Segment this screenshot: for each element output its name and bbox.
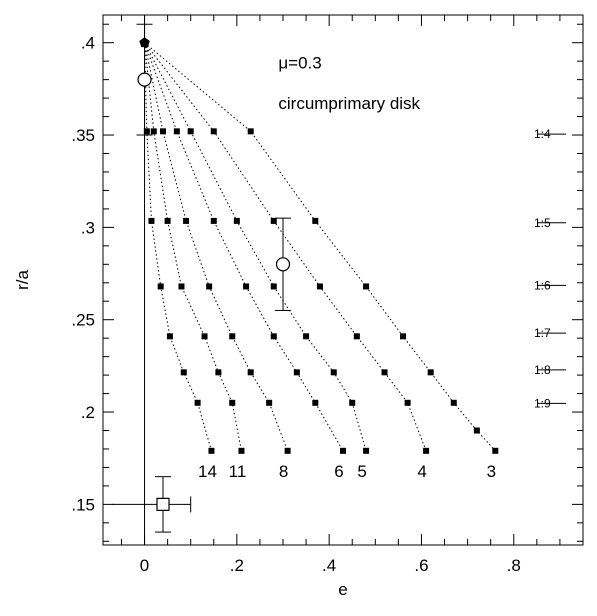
- data-point: [243, 283, 250, 290]
- y-tick-label: .35: [71, 126, 95, 145]
- series-labels: 3 4 56 8 11 14: [198, 462, 496, 481]
- plot-frame: [102, 14, 584, 546]
- resonance-markers: 1:4 1:5 1:6 1:7 1:8 1:9: [534, 127, 566, 410]
- y-axis-title: r/a: [13, 270, 32, 290]
- plot-area: 0 .2 .4 .6 .8 .15 .2 .25 .3 .35 .4 1:4 1:5 1:6 1:7 1:8…: [71, 14, 584, 575]
- data-point: [208, 447, 215, 454]
- data-point: [349, 399, 356, 406]
- y-tick-label: .15: [71, 495, 95, 514]
- x-tick-label: .4: [322, 556, 336, 575]
- annotation-disk: circumprimary disk: [278, 94, 420, 113]
- data-point: [270, 333, 277, 340]
- data-point: [183, 217, 190, 224]
- error-point-square: [156, 497, 170, 511]
- x-tick-label: 0: [140, 556, 149, 575]
- data-point: [450, 399, 457, 406]
- data-point: [164, 217, 171, 224]
- data-point: [201, 333, 208, 340]
- y-tick-label: .3: [81, 218, 95, 237]
- error-points: [112, 23, 291, 533]
- resonance-label: 1:8: [534, 363, 551, 377]
- series-line-8: [144, 42, 289, 451]
- series-line-6: [144, 42, 344, 452]
- data-point: [187, 128, 194, 135]
- x-tick-label: .8: [507, 556, 521, 575]
- series-line-14: [144, 42, 212, 451]
- y-tick-label: .25: [71, 311, 95, 330]
- resonance-label: 1:7: [534, 326, 551, 340]
- error-point-circle: [275, 257, 291, 272]
- data-point: [270, 217, 277, 224]
- resonance-label: 1:4: [534, 127, 551, 141]
- series-label: 5: [357, 462, 366, 481]
- series-label: 14: [198, 462, 217, 481]
- data-point: [400, 333, 406, 340]
- data-point: [206, 283, 213, 290]
- data-point: [173, 128, 180, 135]
- data-point: [270, 283, 277, 290]
- series-line-11: [144, 42, 242, 451]
- tick-labels: 0 .2 .4 .6 .8 .15 .2 .25 .3 .35 .4: [71, 34, 521, 575]
- data-point: [427, 369, 434, 376]
- series-label: 6: [334, 462, 343, 481]
- data-point: [312, 399, 319, 406]
- data-point: [316, 283, 323, 290]
- data-point: [210, 128, 217, 135]
- data-point: [194, 399, 201, 406]
- data-point: [284, 447, 291, 454]
- data-point: [229, 333, 236, 340]
- x-axis-title: e: [338, 580, 347, 599]
- error-point-circle: [137, 72, 152, 87]
- data-point: [381, 369, 388, 376]
- data-point: [238, 447, 245, 454]
- data-point: [303, 333, 310, 340]
- data-point: [363, 283, 370, 290]
- data-point: [150, 128, 157, 135]
- data-point: [180, 369, 187, 376]
- data-point: [247, 128, 254, 135]
- data-point: [293, 369, 300, 376]
- data-point: [143, 128, 150, 135]
- data-point: [492, 447, 499, 454]
- series-label: 8: [279, 462, 288, 481]
- data-point: [330, 369, 337, 376]
- series-line-3: [144, 42, 496, 452]
- y-tick-label: .4: [81, 34, 95, 53]
- data-point: [423, 447, 430, 454]
- data-point: [148, 217, 155, 224]
- series-line-5: [144, 42, 367, 451]
- data-point: [160, 128, 166, 135]
- data-point: [229, 399, 236, 406]
- data-point: [266, 399, 273, 406]
- series-label: 4: [417, 462, 426, 481]
- data-point: [340, 447, 346, 454]
- y-tick-label: .2: [81, 403, 95, 422]
- data-point: [247, 369, 254, 376]
- resonance-label: 1:5: [534, 216, 551, 230]
- resonance-label: 1:9: [534, 396, 551, 410]
- data-point: [473, 427, 480, 434]
- data-point: [353, 333, 360, 340]
- series-label: 3: [487, 462, 496, 481]
- data-point: [178, 283, 185, 290]
- series-points: [139, 37, 499, 454]
- data-point: [312, 217, 319, 224]
- x-tick-label: .2: [230, 556, 244, 575]
- annotation-mu: μ=0.3: [278, 54, 321, 73]
- resonance-label: 1:6: [534, 278, 551, 292]
- data-point: [363, 447, 370, 454]
- data-point: [404, 399, 411, 406]
- data-point: [210, 217, 217, 224]
- axis-ticks: [103, 15, 584, 545]
- series-lines: [144, 42, 496, 452]
- x-tick-label: .6: [414, 556, 428, 575]
- series-label: 11: [229, 462, 247, 481]
- data-point: [157, 283, 164, 290]
- data-point: [166, 333, 173, 340]
- data-point: [233, 217, 240, 224]
- data-point: [215, 369, 222, 376]
